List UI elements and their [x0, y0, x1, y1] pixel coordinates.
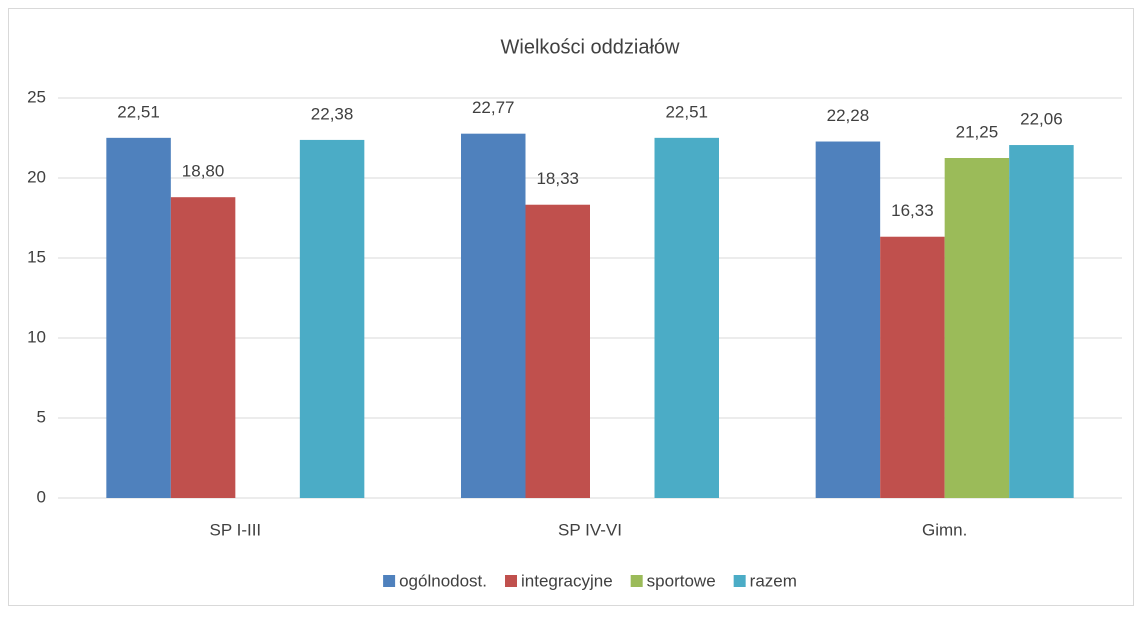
y-tick-label: 5	[37, 407, 46, 426]
legend-label: integracyjne	[521, 571, 613, 590]
x-tick-label: SP IV-VI	[558, 520, 622, 539]
x-tick-label: Gimn.	[922, 520, 967, 539]
value-label: 22,28	[827, 106, 870, 125]
value-label: 22,51	[117, 102, 160, 121]
y-tick-label: 0	[37, 487, 46, 506]
value-label: 16,33	[891, 201, 934, 220]
y-tick-label: 10	[27, 327, 46, 346]
value-label: 21,25	[956, 122, 999, 141]
bar	[815, 141, 881, 498]
bar	[461, 133, 526, 498]
legend-swatch	[733, 575, 746, 587]
value-label: 18,33	[536, 169, 579, 188]
value-label: 22,51	[665, 102, 708, 121]
legend-label: razem	[750, 571, 797, 590]
bar	[654, 137, 719, 498]
legend-swatch	[505, 575, 518, 587]
value-label: 18,80	[182, 162, 225, 181]
bar	[170, 197, 236, 498]
bar	[525, 204, 590, 498]
y-tick-label: 15	[27, 247, 46, 266]
legend-label: ogólnodost.	[399, 571, 487, 590]
bar	[944, 158, 1010, 498]
legend-label: sportowe	[647, 571, 716, 590]
chart-title: Wielkości oddziałów	[501, 36, 681, 58]
value-label: 22,06	[1020, 110, 1063, 129]
bar	[106, 137, 171, 498]
x-tick-label: SP I-III	[210, 520, 262, 539]
bar	[299, 139, 365, 499]
legend-swatch	[383, 575, 396, 587]
bar	[880, 236, 945, 498]
y-tick-label: 25	[27, 87, 46, 106]
bar	[1009, 145, 1074, 499]
y-tick-label: 20	[27, 167, 46, 186]
value-label: 22,38	[311, 104, 354, 123]
legend-swatch	[630, 575, 643, 587]
value-label: 22,77	[472, 98, 515, 117]
